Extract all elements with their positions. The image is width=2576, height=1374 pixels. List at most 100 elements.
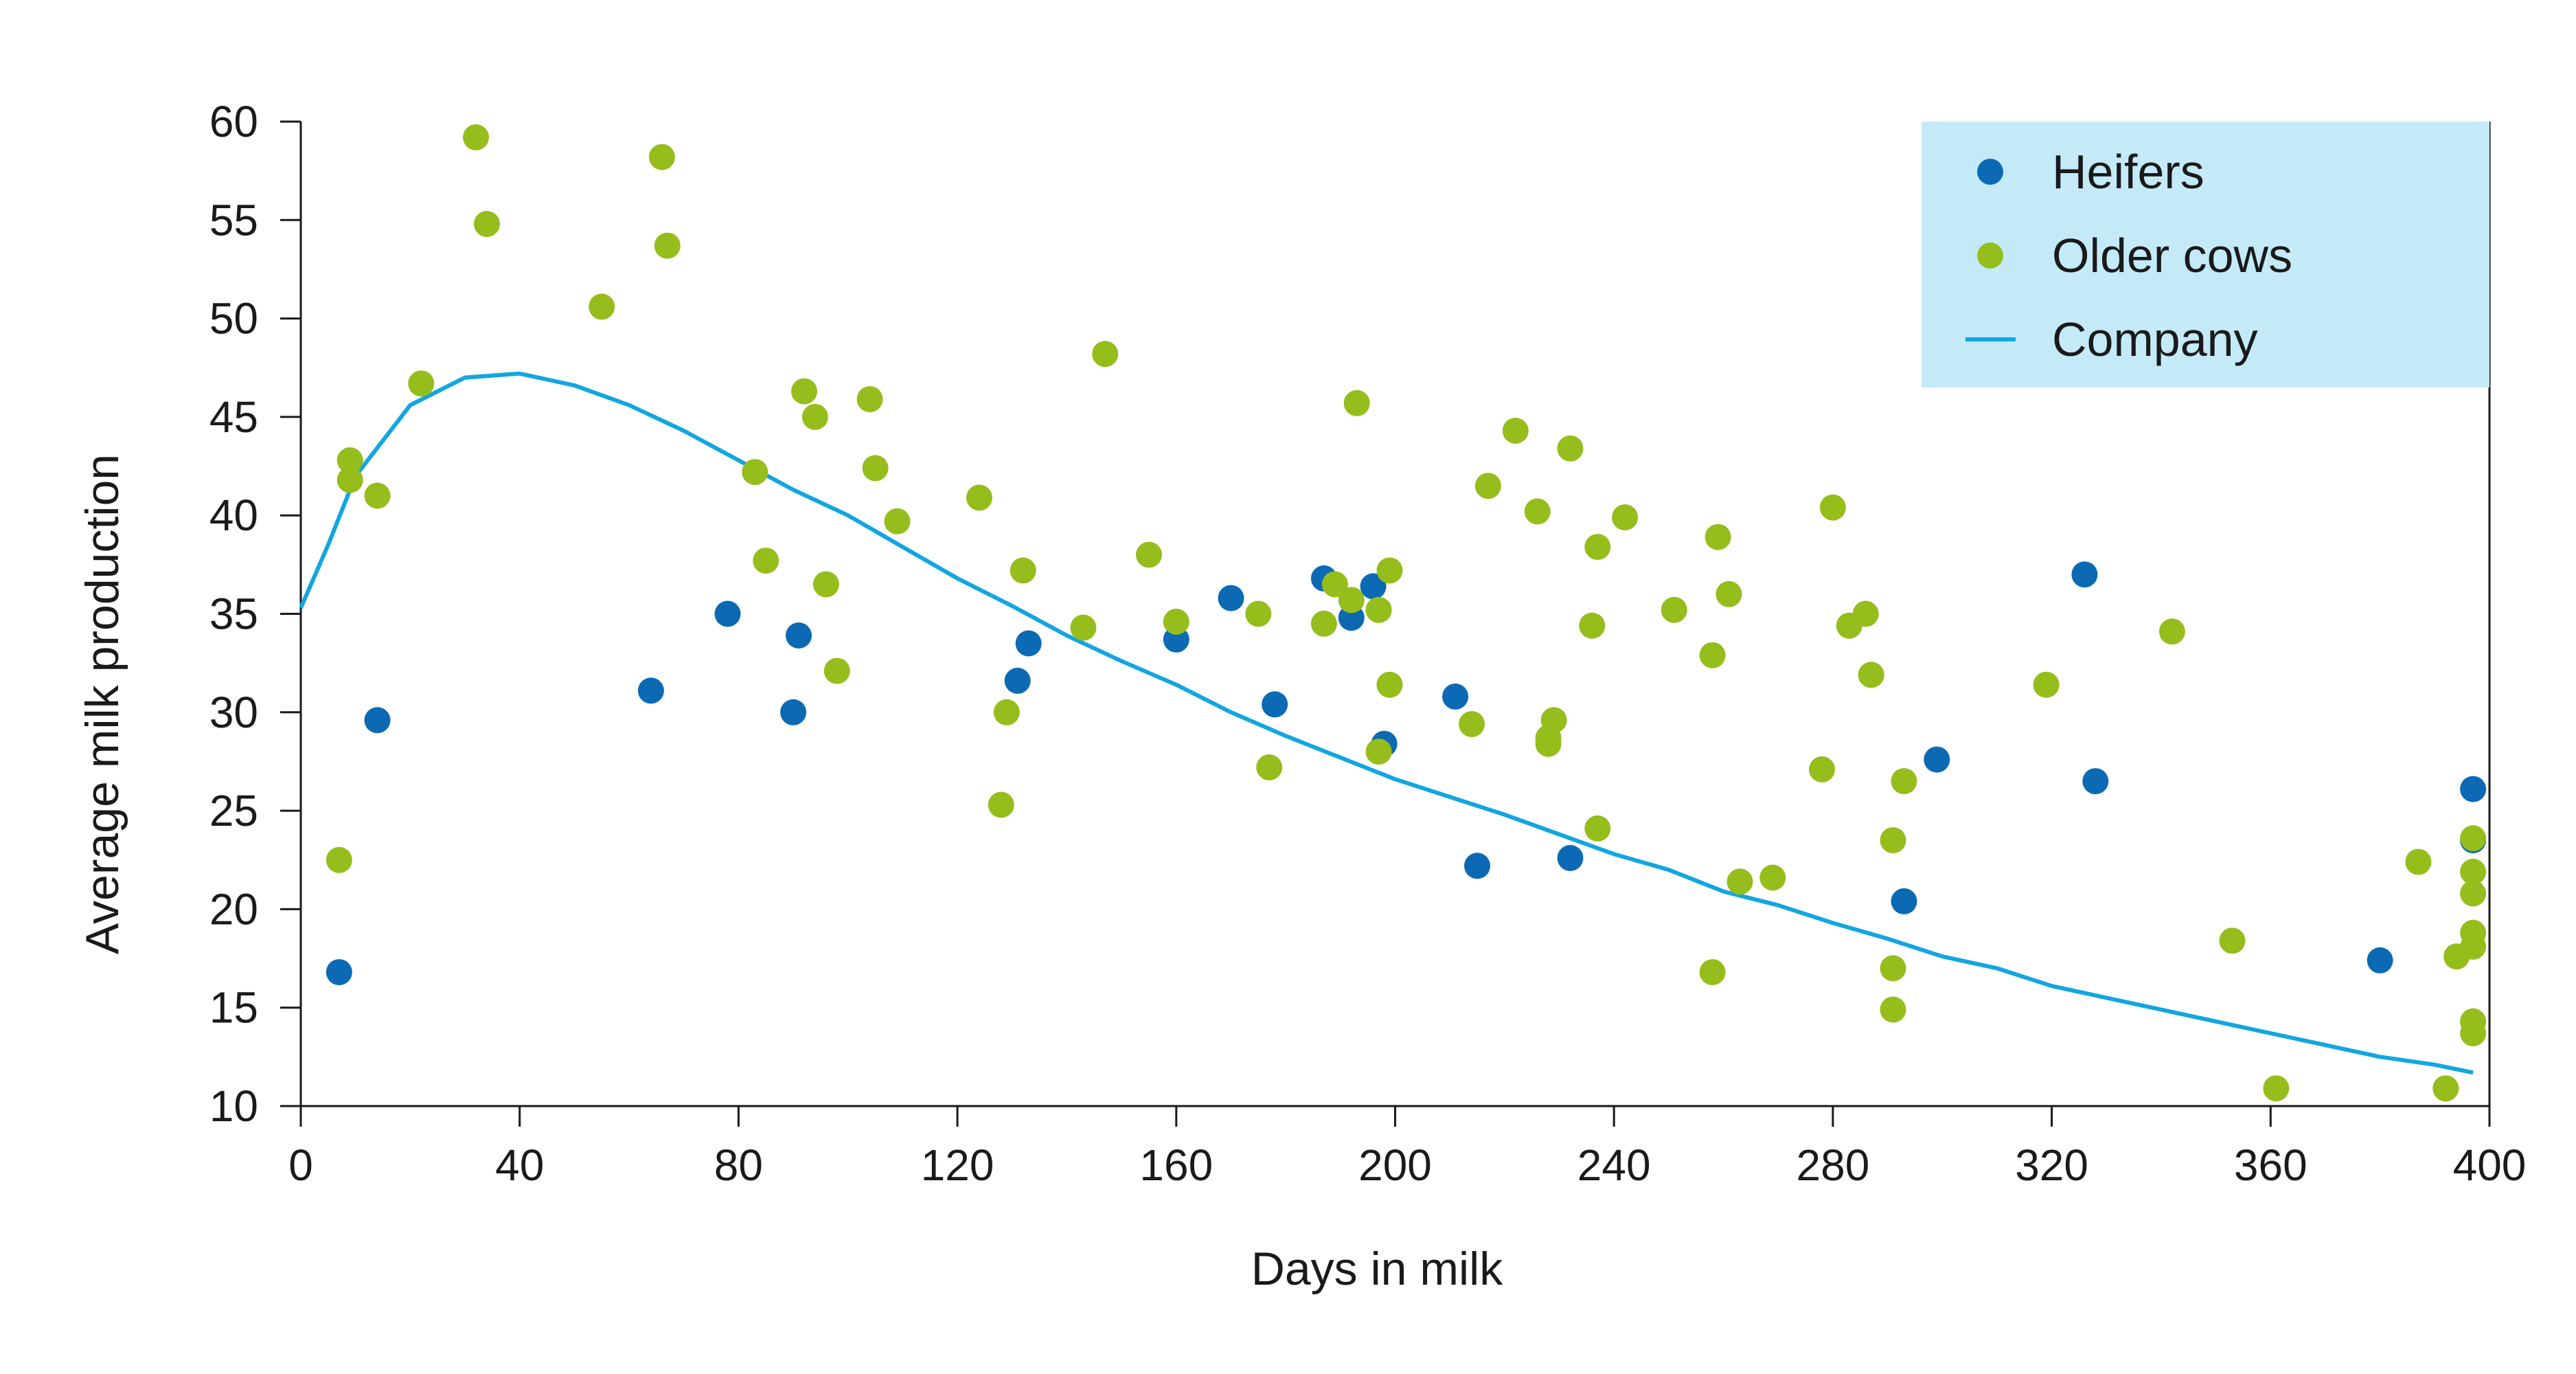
legend-swatch-older-cows <box>1977 243 2003 269</box>
data-point-heifers <box>780 699 807 725</box>
data-point-older-cows <box>742 459 768 486</box>
data-point-heifers <box>637 677 664 704</box>
data-point-older-cows <box>326 846 352 873</box>
data-point-older-cows <box>2460 1020 2487 1046</box>
y-tick-label: 25 <box>209 786 258 835</box>
data-point-older-cows <box>1540 707 1567 734</box>
data-point-heifers <box>1557 844 1584 871</box>
data-point-older-cows <box>648 144 675 170</box>
data-point-older-cows <box>2219 927 2246 954</box>
data-point-older-cows <box>1891 768 1917 795</box>
data-point-heifers <box>326 959 352 986</box>
data-point-heifers <box>1004 667 1031 694</box>
data-point-heifers <box>714 600 741 627</box>
data-point-older-cows <box>1819 494 1846 521</box>
data-point-older-cows <box>1880 827 1906 854</box>
data-point-older-cows <box>753 548 779 574</box>
data-point-older-cows <box>1070 614 1097 641</box>
data-point-older-cows <box>1092 341 1119 368</box>
data-point-older-cows <box>1256 754 1283 780</box>
data-point-older-cows <box>1343 390 1370 416</box>
data-point-older-cows <box>337 466 363 493</box>
data-point-older-cows <box>2460 880 2487 907</box>
data-point-older-cows <box>2263 1075 2290 1102</box>
data-point-older-cows <box>1699 642 1726 668</box>
data-point-older-cows <box>2432 1075 2459 1102</box>
legend-label-older-cows: Older cows <box>2052 229 2292 282</box>
data-point-older-cows <box>1584 815 1611 842</box>
data-point-older-cows <box>862 455 889 482</box>
data-point-heifers <box>1360 573 1387 600</box>
data-point-older-cows <box>337 447 363 473</box>
data-point-older-cows <box>364 482 391 509</box>
data-point-older-cows <box>2405 848 2432 875</box>
y-tick-label: 45 <box>209 392 258 442</box>
data-point-older-cows <box>408 370 435 397</box>
data-point-older-cows <box>988 791 1014 818</box>
x-tick-label: 280 <box>1797 1140 1870 1190</box>
data-point-heifers <box>1464 853 1490 879</box>
data-point-older-cows <box>1338 587 1365 613</box>
data-point-older-cows <box>966 484 992 511</box>
data-point-older-cows <box>1474 473 1501 499</box>
data-point-older-cows <box>884 508 911 534</box>
y-tick-label: 30 <box>209 688 258 737</box>
data-point-older-cows <box>1136 541 1162 568</box>
data-point-older-cows <box>1365 596 1392 623</box>
y-tick-label: 40 <box>209 491 258 540</box>
data-point-heifers <box>1891 888 1917 914</box>
data-point-heifers <box>1442 683 1469 710</box>
data-point-older-cows <box>1502 418 1529 444</box>
legend-label-company: Company <box>2052 313 2258 366</box>
data-point-older-cows <box>1880 955 1906 982</box>
data-point-older-cows <box>1716 581 1742 607</box>
data-point-older-cows <box>993 699 1020 725</box>
data-point-heifers <box>2460 776 2487 802</box>
x-tick-label: 400 <box>2453 1140 2527 1190</box>
data-point-heifers <box>1924 746 1950 773</box>
data-point-older-cows <box>1163 609 1189 635</box>
chart-marks <box>299 124 2487 1102</box>
series-line-company <box>299 371 2474 1075</box>
legend-label-heifers: Heifers <box>2052 145 2204 199</box>
data-point-heifers <box>1262 691 1288 718</box>
data-point-older-cows <box>654 232 681 259</box>
data-point-heifers <box>786 622 812 649</box>
x-tick-label: 0 <box>288 1140 313 1190</box>
y-tick-label: 50 <box>209 294 258 344</box>
y-tick-label: 55 <box>209 195 258 245</box>
data-point-heifers <box>2082 768 2109 795</box>
legend: Heifers Older cows Company <box>1922 122 2489 387</box>
data-point-older-cows <box>1661 596 1687 623</box>
x-tick-label: 160 <box>1139 1140 1213 1190</box>
data-point-older-cows <box>1852 600 1879 627</box>
data-point-older-cows <box>1245 600 1272 627</box>
data-point-older-cows <box>1365 739 1392 765</box>
x-tick-label: 360 <box>2234 1140 2307 1190</box>
y-tick-label: 60 <box>209 97 258 146</box>
data-point-heifers <box>364 707 391 734</box>
y-tick-label: 20 <box>209 884 258 934</box>
legend-box <box>1922 122 2489 387</box>
data-point-older-cows <box>1459 711 1485 737</box>
data-point-older-cows <box>801 403 828 430</box>
data-point-older-cows <box>1705 523 1731 550</box>
data-point-older-cows <box>2460 933 2487 960</box>
data-point-older-cows <box>2158 618 2185 645</box>
legend-swatch-heifers <box>1977 159 2003 185</box>
data-point-older-cows <box>463 124 489 150</box>
y-axis-title: Average milk production <box>76 454 128 954</box>
data-point-older-cows <box>1699 959 1726 986</box>
data-point-older-cows <box>1376 557 1403 584</box>
data-point-older-cows <box>1726 868 1753 895</box>
data-point-older-cows <box>1010 557 1036 584</box>
y-tick-label: 10 <box>209 1081 258 1131</box>
data-point-older-cows <box>2460 858 2487 885</box>
x-tick-label: 120 <box>921 1140 994 1190</box>
x-tick-label: 80 <box>714 1140 763 1190</box>
data-point-older-cows <box>812 571 839 598</box>
data-point-older-cows <box>1880 996 1906 1023</box>
x-axis-title: Days in milk <box>1251 1243 1503 1295</box>
y-tick-label: 35 <box>209 589 258 639</box>
